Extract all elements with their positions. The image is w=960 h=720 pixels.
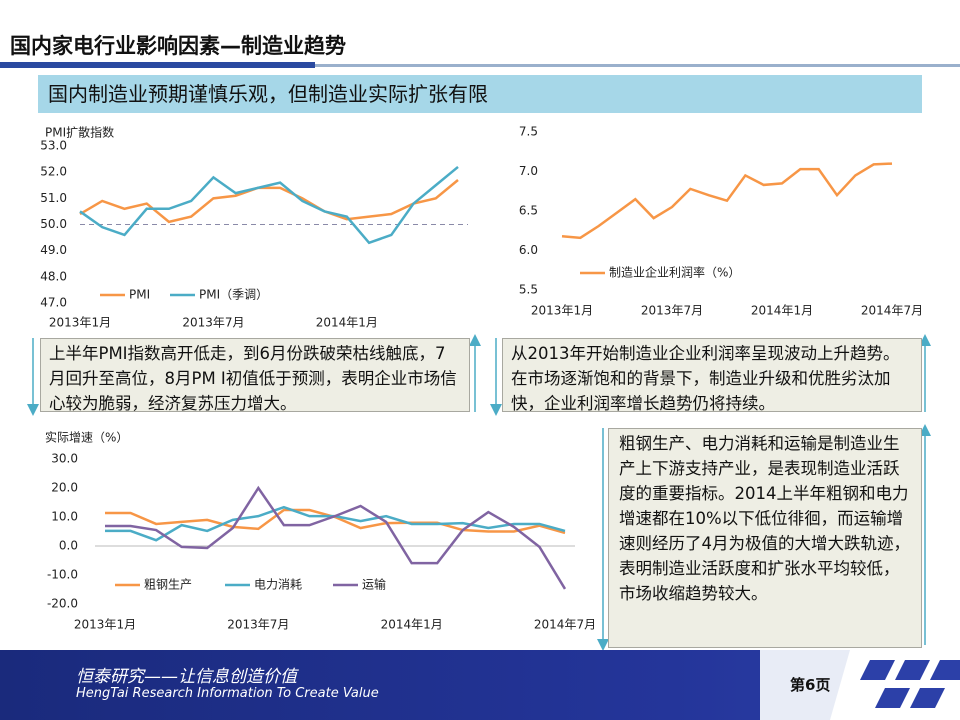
- series-line: [561, 162, 893, 240]
- page-number: 第6页: [790, 676, 831, 694]
- footer: 恒泰研究——让信息创造价值 HengTai Research Informati…: [0, 650, 960, 720]
- footer-slogan: 恒泰研究——让信息创造价值: [76, 667, 297, 687]
- y-tick-label: 49.0: [40, 243, 67, 257]
- x-tick-label: 2013年1月: [531, 304, 593, 318]
- decorative-arrows: [27, 334, 931, 650]
- x-tick-label: 2013年1月: [49, 316, 111, 330]
- y-tick-label: 47.0: [40, 296, 67, 310]
- series-line: [79, 165, 459, 245]
- y-tick-label: -20.0: [47, 597, 78, 611]
- y-tick-label: 5.5: [519, 283, 538, 297]
- x-tick-label: 2014年1月: [751, 304, 813, 318]
- x-tick-label: 2013年1月: [74, 618, 136, 632]
- legend-label: PMI（季调）: [199, 288, 268, 302]
- pattern: [930, 660, 960, 680]
- subtitle: 国内制造业预期谨慎乐观，但制造业实际扩张有限: [38, 75, 922, 113]
- y-tick-label: 6.0: [519, 243, 538, 257]
- x-tick-label: 2014年7月: [861, 304, 923, 318]
- x-tick-label: 2013年7月: [227, 618, 289, 632]
- footer-slogan-en: HengTai Research Information To Create V…: [76, 686, 379, 701]
- y-axis-label: 实际增速（%）: [45, 430, 128, 445]
- pattern: [895, 660, 930, 680]
- rule-light: [315, 64, 960, 67]
- pattern: [860, 660, 895, 680]
- y-tick-label: 20.0: [51, 481, 78, 495]
- x-tick-label: 2013年7月: [641, 304, 703, 318]
- y-tick-label: 7.0: [519, 164, 538, 178]
- series-line: [79, 179, 459, 224]
- x-tick-label: 2014年1月: [316, 316, 378, 330]
- series-line: [105, 485, 567, 590]
- slide-title: 国内家电行业影响因素—制造业趋势: [10, 34, 346, 58]
- legend-label: 粗钢生产: [144, 578, 192, 592]
- legend-label: 电力消耗: [254, 578, 302, 592]
- x-tick-label: 2013年7月: [182, 316, 244, 330]
- y-tick-label: 53.0: [40, 139, 67, 153]
- y-tick-label: 50.0: [40, 217, 67, 231]
- note-box: 从2013年开始制造业企业利润率呈现波动上升趋势。在市场逐渐饱和的背景下，制造业…: [502, 338, 922, 413]
- legend-label: PMI: [129, 288, 150, 302]
- y-tick-label: 7.5: [519, 125, 538, 139]
- y-axis-label: PMI扩散指数: [45, 125, 114, 140]
- y-tick-label: 30.0: [51, 452, 78, 466]
- y-tick-label: 51.0: [40, 191, 67, 205]
- pattern: [875, 688, 910, 708]
- y-tick-label: 10.0: [51, 510, 78, 524]
- x-tick-label: 2014年1月: [381, 618, 443, 632]
- pattern: [760, 650, 850, 720]
- note-box: 粗钢生产、电力消耗和运输是制造业生产上下游支持产业，是表现制造业活跃度的重要指标…: [608, 428, 922, 648]
- rule-dark: [0, 62, 315, 68]
- legend-label: 制造业企业利润率（%）: [609, 265, 740, 280]
- footer-pattern: [760, 650, 960, 720]
- charts: PMI扩散指数 47.0 48.0 49.0 50.0 51.0 52.0 53.0 2013年…: [27, 125, 931, 650]
- title-rule: [0, 62, 960, 68]
- pattern: [910, 688, 945, 708]
- x-tick-label: 2014年7月: [534, 618, 596, 632]
- y-tick-label: 52.0: [40, 165, 67, 179]
- note-box: 上半年PMI指数高开低走，到6月份跌破荣枯线触底，7月回升至高位，8月PM I初…: [40, 338, 470, 413]
- y-tick-label: 0.0: [59, 539, 78, 553]
- legend-label: 运输: [362, 577, 386, 592]
- y-tick-label: 48.0: [40, 269, 67, 283]
- y-tick-label: 6.5: [519, 204, 538, 218]
- y-tick-label: -10.0: [47, 568, 78, 582]
